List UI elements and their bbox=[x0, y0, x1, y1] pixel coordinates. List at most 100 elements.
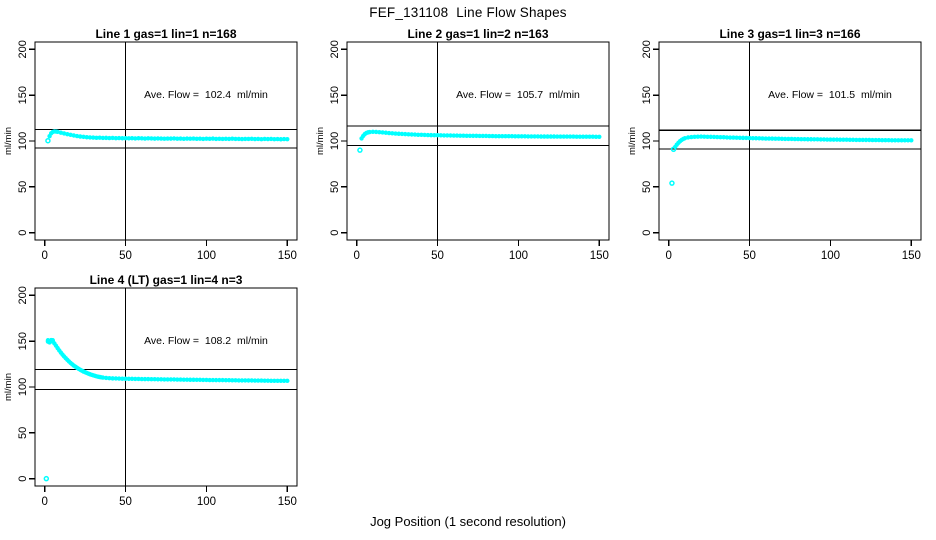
flow-point bbox=[243, 378, 248, 383]
flow-point bbox=[139, 136, 144, 141]
flow-point bbox=[236, 136, 241, 142]
flow-point bbox=[255, 136, 261, 142]
flow-point bbox=[249, 378, 254, 383]
flow-point bbox=[587, 134, 592, 139]
flow-point bbox=[474, 133, 479, 139]
flow-point bbox=[753, 136, 759, 141]
flow-point bbox=[162, 136, 167, 141]
flow-point bbox=[792, 136, 798, 142]
x-axis-label: Jog Position (1 second resolution) bbox=[370, 514, 566, 529]
flow-point bbox=[123, 376, 128, 381]
x-axis: 0 50 100 150 bbox=[42, 486, 297, 508]
flow-point bbox=[721, 135, 726, 140]
flow-point bbox=[538, 134, 544, 139]
flow-point bbox=[81, 134, 86, 140]
flow-point bbox=[94, 135, 99, 140]
flow-point bbox=[519, 134, 524, 139]
flow-point bbox=[509, 134, 515, 139]
flow-point bbox=[120, 376, 125, 381]
flow-point bbox=[87, 135, 93, 140]
flow-point bbox=[281, 136, 287, 142]
x-tick-label: 150 bbox=[902, 250, 921, 262]
flow-point bbox=[252, 136, 258, 142]
flow-point bbox=[133, 136, 138, 141]
flow-point bbox=[708, 134, 713, 140]
flow-point bbox=[535, 134, 541, 139]
y-tick-label: 200 bbox=[17, 286, 29, 304]
flow-point bbox=[727, 135, 733, 140]
flow-point bbox=[123, 135, 128, 141]
plot-box bbox=[658, 41, 922, 241]
flow-point bbox=[795, 136, 801, 142]
flow-point bbox=[458, 133, 463, 138]
flow-point bbox=[873, 137, 878, 143]
flow-point bbox=[834, 137, 840, 142]
flow-point bbox=[879, 137, 885, 143]
y-tick-label: 50 bbox=[17, 181, 29, 193]
flow-point bbox=[412, 132, 418, 137]
x-tick-label: 0 bbox=[354, 250, 360, 262]
flow-point bbox=[711, 134, 717, 140]
flow-point bbox=[818, 137, 823, 142]
y-tick-label: 50 bbox=[17, 427, 29, 439]
flow-startup-point bbox=[45, 137, 51, 144]
flow-point bbox=[496, 133, 502, 139]
x-axis: 0 50 100 150 bbox=[42, 240, 297, 262]
flow-point bbox=[383, 130, 389, 135]
flow-point bbox=[516, 134, 521, 139]
flow-point bbox=[204, 377, 209, 383]
flow-point bbox=[126, 376, 132, 382]
flow-point bbox=[564, 134, 570, 139]
x-tick-label: 0 bbox=[42, 496, 48, 508]
flow-point bbox=[480, 133, 486, 139]
flow-point bbox=[718, 134, 723, 140]
flow-point bbox=[689, 134, 694, 140]
flow-point bbox=[223, 378, 229, 383]
flow-point bbox=[217, 377, 222, 383]
flow-point bbox=[867, 137, 872, 143]
flow-point bbox=[278, 378, 284, 384]
flow-point bbox=[110, 135, 115, 141]
panel-line-1: 0 50 100 150 0 50 100 150 200 ml/min Line 1 gas=1… bbox=[0, 22, 312, 268]
flow-point bbox=[740, 135, 746, 141]
flow-point bbox=[870, 137, 875, 143]
x-tick-label: 150 bbox=[278, 250, 297, 262]
flow-point bbox=[551, 134, 557, 139]
flow-point bbox=[490, 133, 495, 139]
flow-point bbox=[425, 132, 431, 138]
y-tick-label: 150 bbox=[329, 86, 341, 104]
flow-point bbox=[367, 129, 372, 135]
flow-point bbox=[210, 377, 216, 383]
flow-point bbox=[422, 132, 427, 138]
flow-point bbox=[133, 376, 138, 382]
flow-point bbox=[432, 133, 437, 138]
flow-point bbox=[188, 136, 193, 141]
flow-point bbox=[71, 133, 77, 138]
flow-point bbox=[275, 136, 280, 142]
y-tick-label: 200 bbox=[641, 40, 653, 58]
y-tick-label: 0 bbox=[329, 230, 341, 236]
flow-point bbox=[506, 134, 511, 139]
flow-point bbox=[892, 138, 898, 143]
flow-point bbox=[815, 137, 820, 142]
plot-box bbox=[346, 41, 610, 241]
figure-title: FEF_131108 Line Flow Shapes bbox=[369, 5, 567, 20]
flow-point bbox=[438, 133, 444, 138]
flow-point bbox=[103, 135, 109, 141]
flow-point bbox=[715, 134, 720, 140]
flow-point bbox=[487, 133, 492, 139]
flow-point bbox=[847, 137, 853, 143]
flow-point bbox=[483, 133, 489, 139]
flow-point bbox=[899, 138, 904, 143]
flow-point bbox=[152, 377, 157, 382]
flow-point bbox=[129, 376, 135, 382]
y-tick-label: 200 bbox=[329, 40, 341, 58]
flow-point bbox=[747, 135, 752, 141]
flow-point bbox=[136, 136, 141, 141]
flow-point bbox=[165, 377, 170, 382]
flow-point bbox=[692, 134, 697, 139]
flow-point bbox=[162, 377, 167, 382]
flow-point bbox=[210, 136, 216, 141]
flow-point bbox=[243, 136, 248, 142]
